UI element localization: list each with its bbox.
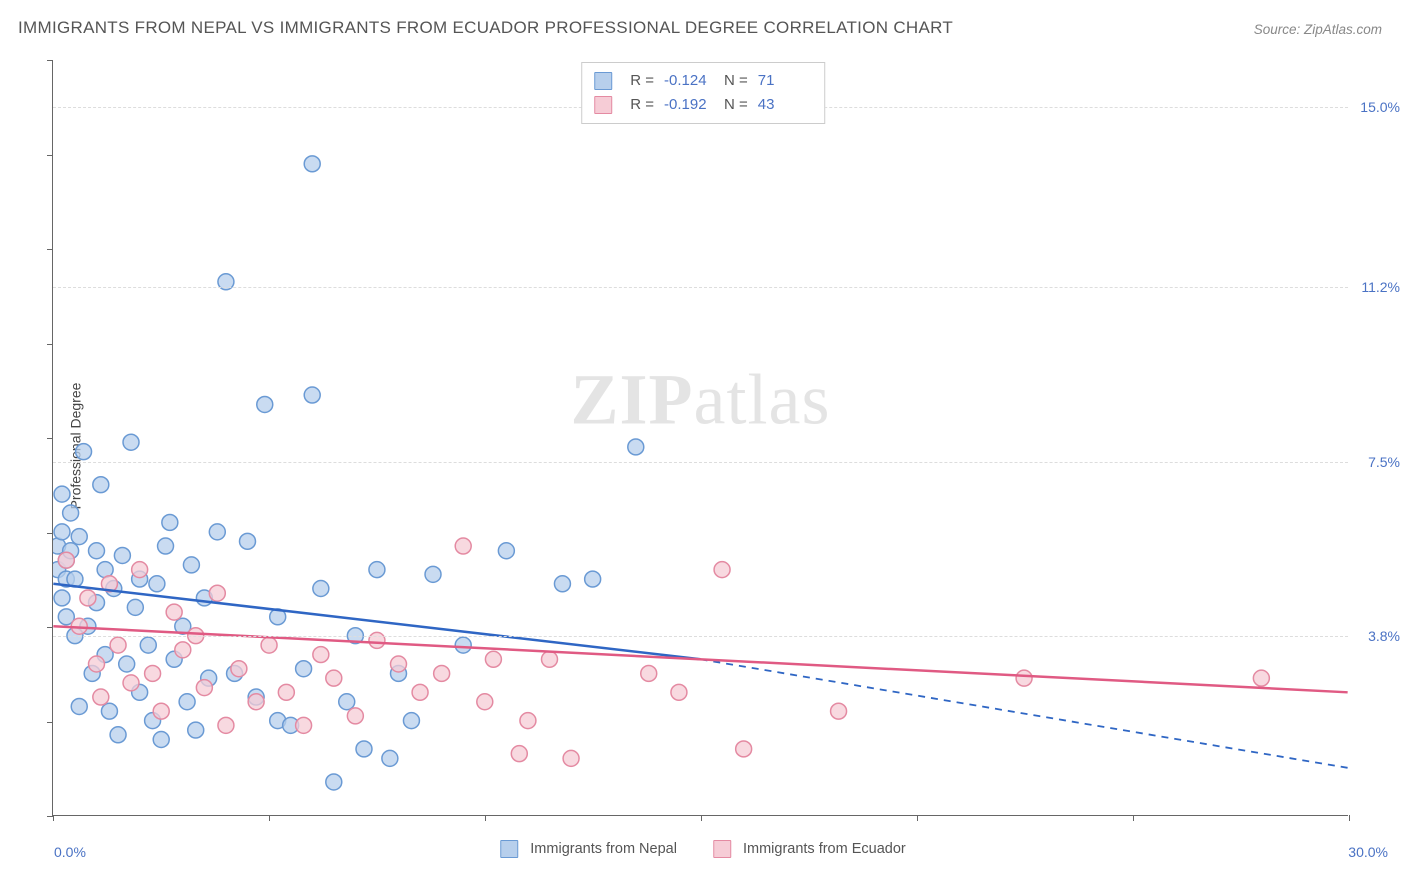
- chart-title: IMMIGRANTS FROM NEPAL VS IMMIGRANTS FROM…: [18, 18, 953, 38]
- legend-label-ecuador: Immigrants from Ecuador: [743, 841, 906, 857]
- r-value-nepal: -0.124: [664, 69, 714, 93]
- n-label: N =: [724, 93, 748, 117]
- y-tick: [47, 60, 53, 61]
- swatch-ecuador-icon: [713, 840, 731, 858]
- n-value-nepal: 71: [758, 69, 808, 93]
- r-value-ecuador: -0.192: [664, 93, 714, 117]
- n-label: N =: [724, 69, 748, 93]
- y-tick-label: 15.0%: [1352, 99, 1400, 115]
- x-tick: [1133, 815, 1134, 821]
- y-tick: [47, 722, 53, 723]
- legend-item-nepal: Immigrants from Nepal: [500, 840, 677, 858]
- y-tick-label: 7.5%: [1352, 454, 1400, 470]
- y-tick-label: 3.8%: [1352, 628, 1400, 644]
- plot-area: ZIPatlas 3.8%7.5%11.2%15.0%: [52, 60, 1348, 816]
- gridline: [53, 636, 1348, 637]
- x-tick: [53, 815, 54, 821]
- swatch-ecuador-icon: [594, 96, 612, 114]
- x-origin-label: 0.0%: [54, 844, 86, 860]
- x-tick: [701, 815, 702, 821]
- legend-label-nepal: Immigrants from Nepal: [530, 841, 677, 857]
- gridline: [53, 462, 1348, 463]
- y-tick: [47, 344, 53, 345]
- swatch-nepal-icon: [500, 840, 518, 858]
- y-tick: [47, 249, 53, 250]
- y-tick: [47, 533, 53, 534]
- r-label: R =: [630, 69, 654, 93]
- y-tick: [47, 627, 53, 628]
- y-tick-label: 11.2%: [1352, 279, 1400, 295]
- x-max-label: 30.0%: [1348, 844, 1388, 860]
- chart-svg: [53, 60, 1348, 815]
- x-tick: [1349, 815, 1350, 821]
- x-tick: [917, 815, 918, 821]
- swatch-nepal-icon: [594, 72, 612, 90]
- y-tick: [47, 438, 53, 439]
- stats-row-2: R = -0.192 N = 43: [594, 93, 808, 117]
- stats-row-1: R = -0.124 N = 71: [594, 69, 808, 93]
- gridline: [53, 287, 1348, 288]
- r-label: R =: [630, 93, 654, 117]
- x-tick: [269, 815, 270, 821]
- x-tick: [485, 815, 486, 821]
- y-tick: [47, 816, 53, 817]
- chart-source: Source: ZipAtlas.com: [1254, 22, 1382, 37]
- legend-item-ecuador: Immigrants from Ecuador: [713, 840, 906, 858]
- bottom-legend: Immigrants from Nepal Immigrants from Ec…: [500, 840, 906, 858]
- n-value-ecuador: 43: [758, 93, 808, 117]
- stats-legend: R = -0.124 N = 71 R = -0.192 N = 43: [581, 62, 825, 124]
- y-tick: [47, 155, 53, 156]
